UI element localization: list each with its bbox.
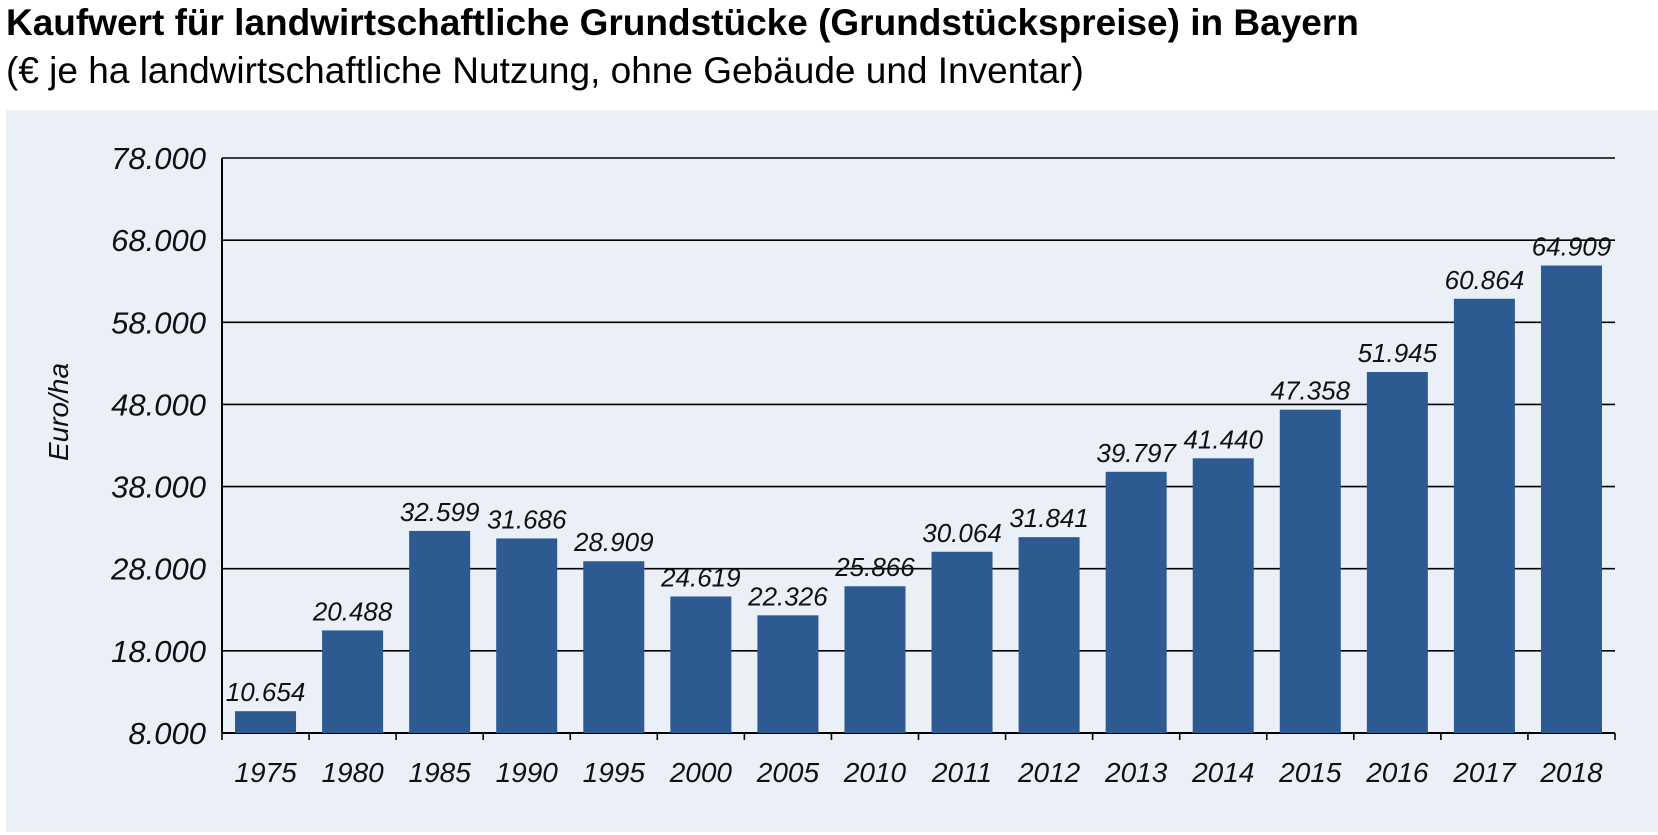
x-tick-label: 2012 (1017, 757, 1081, 788)
data-label: 39.797 (1096, 438, 1177, 468)
data-label: 51.945 (1358, 338, 1438, 368)
bar (1192, 458, 1254, 733)
x-tick-label: 1985 (409, 757, 472, 788)
data-label: 30.064 (922, 518, 1002, 548)
bar (757, 615, 819, 733)
x-tick-label: 2011 (931, 757, 992, 788)
bar (322, 630, 384, 733)
data-label: 20.488 (312, 596, 393, 626)
bar (1279, 409, 1341, 733)
y-ticks: 8.000 18.000 28.000 38.000 48.000 58.000 68.00… (110, 141, 206, 751)
x-tick-label: 2015 (1278, 757, 1342, 788)
data-label: 25.866 (834, 552, 915, 582)
data-label: 41.440 (1183, 424, 1263, 454)
data-label: 24.619 (660, 562, 741, 592)
bar (1018, 537, 1080, 733)
y-axis-label: Euro/ha (43, 363, 74, 461)
data-label: 10.654 (226, 677, 306, 707)
x-tick-labels: 1975 1980 1985 1990 1995 2000 2005 2010 2011 2012… (234, 757, 1603, 788)
x-tick-label: 2005 (756, 757, 820, 788)
data-label: 47.358 (1271, 376, 1351, 406)
y-tick-label: 68.000 (111, 223, 206, 258)
chart-subtitle: (€ je ha landwirtschaftliche Nutzung, oh… (6, 50, 1084, 91)
y-tick-label: 58.000 (111, 305, 206, 340)
bar (931, 551, 993, 733)
x-tick-label: 2010 (843, 757, 907, 788)
x-tick-label: 2017 (1452, 757, 1517, 788)
y-tick-label: 38.000 (111, 470, 206, 505)
bar (583, 561, 645, 733)
bar (1453, 298, 1515, 733)
x-tick-label: 2000 (669, 757, 733, 788)
x-tick-label: 1975 (234, 757, 297, 788)
y-tick-label: 28.000 (110, 552, 206, 587)
bar (844, 586, 906, 733)
bar (1366, 372, 1428, 733)
x-tick-label: 2013 (1104, 757, 1168, 788)
y-tick-label: 78.000 (111, 141, 206, 176)
x-tick-label: 1980 (321, 757, 384, 788)
x-tick-label: 1990 (496, 757, 559, 788)
bar (1105, 471, 1167, 733)
bar (409, 530, 471, 733)
data-label: 28.909 (573, 527, 654, 557)
bar (670, 596, 732, 733)
bar (235, 711, 297, 733)
data-label: 22.326 (747, 581, 828, 611)
bar (496, 538, 558, 733)
x-tick-label: 1995 (583, 757, 646, 788)
bar (1540, 265, 1602, 733)
chart-title: Kaufwert für landwirtschaftliche Grundst… (6, 2, 1359, 43)
bars (235, 265, 1602, 733)
x-tick-label: 2016 (1365, 757, 1429, 788)
data-labels: 10.654 20.488 32.599 31.68628.90924.61922.3… (226, 232, 1611, 708)
data-label: 31.686 (487, 504, 567, 534)
y-tick-label: 18.000 (111, 634, 206, 669)
y-tick-label: 48.000 (111, 387, 206, 422)
y-tick-label: 8.000 (128, 716, 206, 751)
x-tick-label: 2014 (1191, 757, 1254, 788)
x-tick-label: 2018 (1539, 757, 1603, 788)
data-label: 32.599 (400, 497, 480, 527)
data-label: 60.864 (1445, 265, 1525, 295)
data-label: 31.841 (1009, 503, 1089, 533)
data-label: 64.909 (1532, 232, 1612, 262)
